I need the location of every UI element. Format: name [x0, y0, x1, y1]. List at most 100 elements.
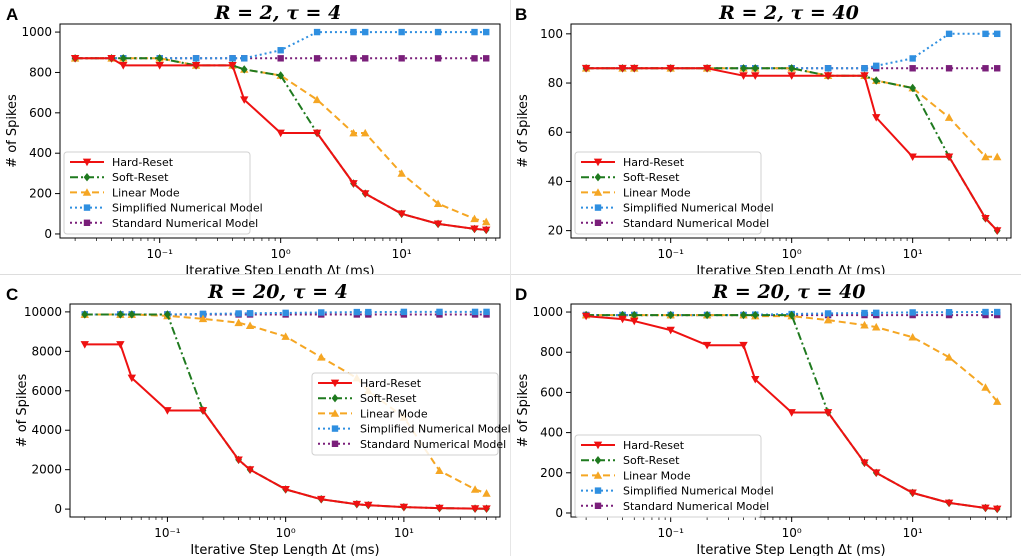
- data-point: [751, 310, 759, 320]
- legend-entry: Hard-Reset: [581, 439, 685, 452]
- data-point: [483, 28, 490, 36]
- data-point: [908, 153, 917, 162]
- data-point: [282, 309, 289, 317]
- legend-label: Hard-Reset: [360, 377, 422, 390]
- legend-entry: Standard Numerical Model: [70, 217, 258, 230]
- data-point: [909, 309, 916, 316]
- data-point: [312, 129, 322, 138]
- data-point: [240, 65, 248, 74]
- data-point: [117, 310, 124, 319]
- y-tick-label: 0: [555, 506, 563, 520]
- data-point: [436, 308, 443, 316]
- data-point: [788, 64, 796, 73]
- data-point: [470, 214, 479, 223]
- data-point: [945, 30, 953, 38]
- legend-label: Simplified Numerical Model: [112, 202, 263, 215]
- legend-marker: [331, 425, 339, 432]
- data-point: [751, 375, 760, 384]
- legend-label: Linear Mode: [360, 407, 428, 420]
- data-point: [155, 62, 164, 70]
- data-point: [471, 308, 479, 316]
- y-tick-label: 200: [29, 187, 52, 201]
- chart-panel-c: 10⁻¹ 10⁰ 10¹ 0 2000 4000 6000 8000 10000 Iterativ…: [15, 303, 510, 556]
- x-tick-label: 10⁰: [276, 526, 296, 540]
- series-hard-reset: [80, 341, 491, 513]
- chart-title: R = 20, τ = 40: [712, 281, 866, 303]
- x-minor-ticks: [74, 238, 497, 243]
- data-point: [318, 309, 325, 316]
- y-tick-label: 4000: [31, 423, 62, 437]
- data-point: [107, 54, 116, 63]
- data-point: [471, 28, 478, 36]
- legend-label: Soft-Reset: [360, 392, 417, 405]
- x-axis-label: Iterative Step Length Δt (ms): [190, 543, 379, 556]
- legend-entry: Simplified Numerical Model: [318, 423, 510, 436]
- data-point: [471, 55, 478, 62]
- data-point: [433, 220, 443, 229]
- legend-marker: [331, 394, 339, 403]
- data-point: [400, 308, 408, 316]
- data-point: [482, 217, 491, 226]
- plot-frame: [570, 303, 1012, 518]
- data-point: [433, 199, 443, 208]
- legend: Hard-Reset Soft-Reset Linear Mode Simplifie…: [574, 434, 774, 518]
- data-point: [666, 326, 675, 335]
- data-point: [483, 308, 490, 316]
- data-point: [229, 55, 236, 62]
- legend-label: Soft-Reset: [112, 171, 169, 184]
- legend-marker: [594, 173, 602, 182]
- plot-frame: [59, 23, 501, 239]
- data-point: [751, 72, 760, 80]
- x-tick-label: 10¹: [903, 247, 923, 261]
- legend-label: Hard-Reset: [112, 156, 174, 169]
- legend-marker: [331, 440, 339, 447]
- legend-box: [63, 151, 251, 235]
- plot-frame: [570, 23, 1012, 239]
- x-axis-label: Iterative Step Length Δt (ms): [185, 264, 374, 274]
- y-tick-label: 1000: [21, 25, 52, 39]
- x-tick-label: 10¹: [392, 247, 412, 261]
- data-point: [119, 54, 127, 63]
- data-point: [398, 28, 405, 36]
- data-point: [581, 64, 591, 73]
- legend-label: Hard-Reset: [623, 156, 685, 169]
- data-point: [872, 322, 881, 331]
- legend-entry: Simplified Numerical Model: [581, 485, 774, 498]
- data-point: [277, 47, 284, 54]
- legend-entry: Hard-Reset: [581, 156, 685, 169]
- series-line: [75, 31, 487, 60]
- data-point: [482, 505, 491, 513]
- x-tick-label: 10⁻¹: [154, 526, 181, 540]
- data-point: [313, 28, 321, 36]
- legend-entry: Standard Numerical Model: [581, 217, 769, 230]
- data-point: [350, 28, 357, 36]
- data-point: [982, 308, 989, 316]
- data-point: [630, 64, 639, 73]
- data-point: [163, 407, 172, 415]
- chart-title: R = 20, τ = 4: [208, 281, 348, 303]
- legend-entry: Soft-Reset: [581, 454, 680, 467]
- y-tick-label: 60: [548, 125, 563, 139]
- x-minor-ticks: [84, 517, 497, 522]
- legend-marker: [83, 219, 91, 226]
- data-point: [994, 308, 1001, 316]
- legend-label: Standard Numerical Model: [360, 438, 506, 451]
- legend-entry: Simplified Numerical Model: [70, 202, 263, 215]
- data-point: [981, 214, 990, 223]
- data-point: [235, 310, 242, 317]
- legend-entry: Hard-Reset: [70, 156, 174, 169]
- data-point: [618, 315, 627, 324]
- data-point: [399, 503, 409, 512]
- y-tick-label: 10000: [24, 305, 62, 319]
- data-point: [981, 383, 990, 391]
- data-point: [908, 332, 917, 341]
- data-point: [70, 54, 80, 63]
- data-point: [982, 65, 989, 72]
- y-tick-label: 0: [54, 502, 62, 516]
- series-line: [586, 314, 998, 403]
- data-point: [993, 227, 1002, 235]
- data-point: [245, 466, 255, 474]
- data-point: [470, 505, 480, 513]
- data-point: [277, 55, 284, 62]
- data-point: [909, 65, 916, 72]
